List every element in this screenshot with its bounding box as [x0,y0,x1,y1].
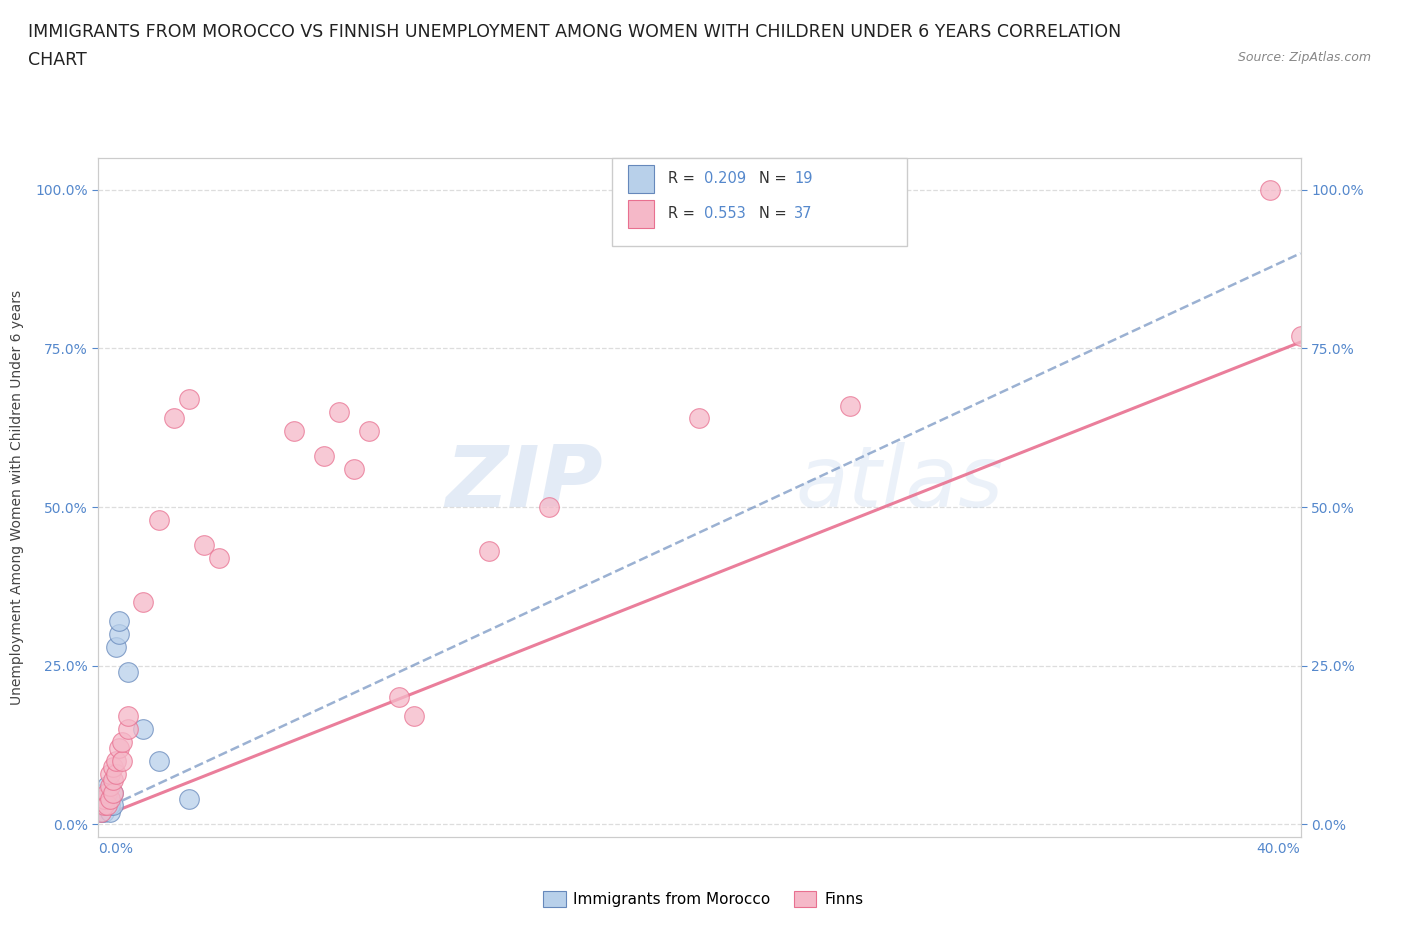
Text: N =: N = [759,171,792,186]
Point [1260,182,1282,197]
Text: R =: R = [668,171,699,186]
Point [100,778,122,793]
Point [96,798,118,813]
Text: IMMIGRANTS FROM MOROCCO VS FINNISH UNEMPLOYMENT AMONG WOMEN WITH CHILDREN UNDER : IMMIGRANTS FROM MOROCCO VS FINNISH UNEMP… [28,23,1122,41]
Text: 0.553: 0.553 [704,206,747,221]
Text: 40.0%: 40.0% [1257,842,1301,856]
Point [838,398,860,413]
Point [93,791,115,806]
Point [132,722,155,737]
Point [208,551,231,565]
Point [96,785,118,800]
Point [117,722,139,737]
Point [162,411,184,426]
Point [328,405,350,419]
Text: 0.209: 0.209 [704,171,747,186]
Point [538,499,561,514]
Point [117,709,139,724]
Point [105,766,128,781]
Point [96,791,118,806]
Point [111,735,134,750]
Point [93,791,115,806]
Point [105,639,128,654]
Point [478,544,501,559]
Text: 37: 37 [794,206,813,221]
Point [93,785,115,800]
Point [689,411,711,426]
Point [103,785,125,800]
Text: N =: N = [759,206,792,221]
Point [103,760,125,775]
Point [283,423,305,438]
Point [343,461,366,476]
Point [108,627,131,642]
Point [193,538,215,552]
Point [90,804,112,819]
Point [93,804,115,819]
Point [402,709,425,724]
Point [103,785,125,800]
Point [1289,328,1312,343]
Text: 19: 19 [794,171,813,186]
Point [312,449,335,464]
Point [100,766,122,781]
Point [108,614,131,629]
Point [132,595,155,610]
Point [148,512,170,527]
Text: ZIP: ZIP [446,443,603,525]
Point [105,753,128,768]
Point [96,798,118,813]
Point [177,392,200,406]
Y-axis label: Unemployment Among Women with Children Under 6 years: Unemployment Among Women with Children U… [10,290,24,705]
Point [148,753,170,768]
Point [108,740,131,755]
Point [100,791,122,806]
Point [93,798,115,813]
Point [100,804,122,819]
Text: Source: ZipAtlas.com: Source: ZipAtlas.com [1237,51,1371,64]
Point [90,798,112,813]
Text: atlas: atlas [796,443,1004,525]
Text: CHART: CHART [28,51,87,69]
Point [96,778,118,793]
Point [388,690,411,705]
Point [177,791,200,806]
Point [90,804,112,819]
Legend: Immigrants from Morocco, Finns: Immigrants from Morocco, Finns [537,884,869,913]
Text: 0.0%: 0.0% [98,842,134,856]
Point [117,665,139,680]
Text: R =: R = [668,206,699,221]
Point [103,773,125,788]
Point [111,753,134,768]
Point [100,798,122,813]
Point [357,423,380,438]
Point [103,798,125,813]
